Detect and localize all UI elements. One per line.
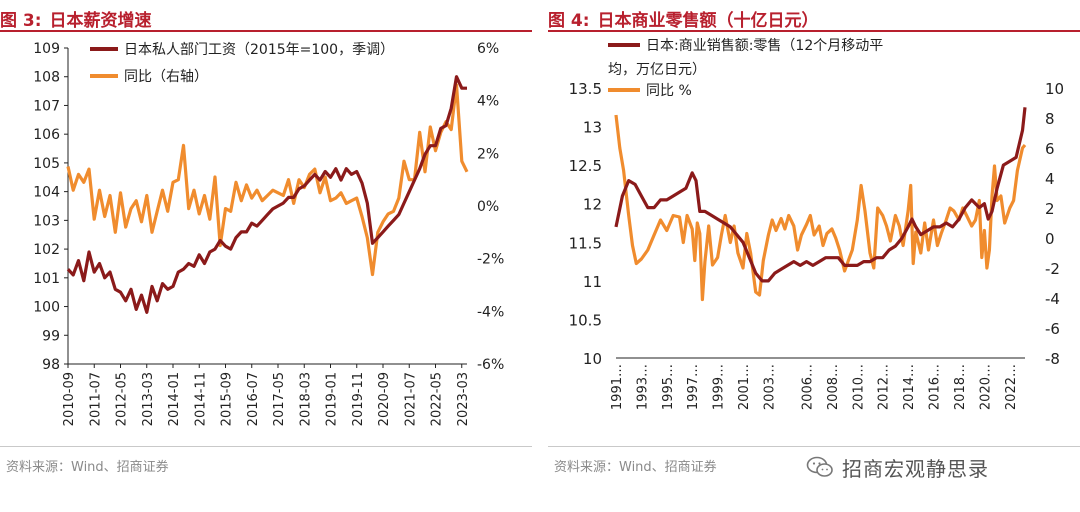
y-right-tick-label: -2% (477, 252, 504, 268)
y-left-tick-label: 13.5 (569, 80, 602, 98)
y-left-tick-label: 10.5 (569, 311, 602, 329)
y-right-tick-label: -2 (1045, 260, 1060, 278)
x-tick-label: 2018… (953, 364, 968, 410)
x-tick-label: 2019-01 (325, 372, 340, 426)
x-tick-label: 2010… (851, 364, 866, 410)
x-tick-label: 2017-05 (272, 372, 287, 426)
y-right-tick-label: 0 (1045, 230, 1055, 248)
x-tick-label: 2019-11 (351, 372, 366, 426)
y-left-tick-label: 12.5 (569, 157, 602, 175)
y-left-tick-label: 103 (33, 213, 60, 229)
series-yoy-line (614, 114, 1027, 302)
series-yoy-line (66, 83, 469, 277)
figure-3-number: 图 3: (0, 11, 42, 31)
title-divider (548, 30, 1080, 32)
figure-4-panel: 图 4: 日本商业零售额（十亿日元） 13.5 13 12.5 12 11.5 11 10.5… (548, 0, 1080, 512)
x-tick-label: 2014-01 (167, 372, 182, 426)
x-tick-label: 2016-07 (246, 372, 261, 426)
wechat-icon (806, 456, 833, 477)
x-tick-label: 2012-05 (115, 372, 130, 426)
x-tick-label: 1995… (661, 364, 676, 410)
y-left-tick-label: 108 (33, 70, 60, 86)
figure-4-number: 图 4: (548, 11, 590, 31)
figure-4-title-text: 日本商业零售额（十亿日元） (597, 11, 819, 31)
watermark: 招商宏观静思录 (806, 452, 989, 482)
series-wage-index-line (66, 75, 467, 314)
title-divider (0, 30, 532, 32)
figure-3-panel: 图 3: 日本薪资增速 109 108 107 106 105 104 103 102 101 10… (0, 0, 535, 512)
x-tick-label: 2018-03 (298, 372, 313, 426)
legend-label-retail-sales-line2: 均，万亿日元） (608, 62, 706, 78)
y-right-tick-label: 4% (477, 94, 499, 110)
x-tick-label: 2014… (902, 364, 917, 410)
x-tick-label: 2006… (801, 364, 816, 410)
retail-sales-chart: 13.5 13 12.5 12 11.5 11 10.5 10 10 8 6 4 2 0 -2 -4 -6 -8 1… (569, 38, 1065, 410)
y-right-tick-label: 10 (1045, 80, 1064, 98)
y-left-tick-label: 109 (33, 41, 60, 57)
y-left-tick-label: 99 (42, 328, 60, 344)
x-tick-label: 2003… (762, 364, 777, 410)
y-left-tick-label: 106 (33, 127, 60, 143)
x-tick-label: 2020… (978, 364, 993, 410)
x-tick-label: 2021-07 (403, 372, 418, 426)
x-tick-label: 2010-09 (62, 372, 77, 426)
y-left-tick-label: 12 (583, 196, 602, 214)
y-left-tick-label: 13 (583, 119, 602, 137)
y-left-tick-label: 102 (33, 242, 60, 258)
x-tick-label: 2023-03 (456, 372, 471, 426)
watermark-text: 招商宏观静思录 (842, 456, 989, 481)
x-tick-label: 1999… (712, 364, 727, 410)
x-tick-label: 1993… (635, 364, 650, 410)
legend-label-yoy: 同比 % (646, 83, 692, 99)
y-right-tick-label: 8 (1045, 110, 1055, 128)
x-tick-label: 2011-07 (88, 372, 103, 426)
x-tick-label: 2022… (1004, 364, 1019, 410)
y-right-tick-label: -8 (1045, 350, 1060, 368)
x-tick-label: 2001… (737, 364, 752, 410)
y-left-tick-label: 101 (33, 271, 60, 287)
x-tick-label: 2015-09 (220, 372, 235, 426)
y-left-tick-label: 105 (33, 156, 60, 172)
y-right-tick-label: 4 (1045, 170, 1055, 188)
x-tick-label: 2020-09 (377, 372, 392, 426)
x-tick-label: 2012… (877, 364, 892, 410)
x-tick-label: 2014-11 (193, 372, 208, 426)
x-tick-label: 2008… (826, 364, 841, 410)
y-right-tick-label: 6 (1045, 140, 1055, 158)
source-note: 资料来源：Wind、招商证券 (554, 460, 717, 475)
y-right-tick-label: 6% (477, 41, 499, 57)
figure-3-title-text: 日本薪资增速 (49, 11, 152, 31)
x-tick-label: 1991… (610, 364, 625, 410)
y-right-tick-label: -6 (1045, 320, 1060, 338)
legend-label-retail-sales-line1: 日本:商业销售额:零售（12个月移动平 (646, 38, 883, 54)
y-left-tick-label: 10 (583, 350, 602, 368)
y-right-tick-label: 2 (1045, 200, 1055, 218)
y-right-tick-label: -4 (1045, 290, 1060, 308)
y-left-tick-label: 100 (33, 300, 60, 316)
legend-label-yoy: 同比（右轴） (124, 69, 208, 85)
x-tick-label: 2022-05 (430, 372, 445, 426)
source-divider (548, 446, 1080, 447)
y-right-tick-label: -6% (477, 357, 504, 373)
y-left-tick-label: 104 (33, 185, 60, 201)
y-left-tick-label: 98 (42, 357, 60, 373)
y-right-tick-label: -4% (477, 304, 504, 320)
x-tick-label: 1997… (686, 364, 701, 410)
series-retail-sales-line (614, 107, 1027, 283)
y-right-tick-label: 2% (477, 146, 499, 162)
figure-4-title: 图 4: 日本商业零售额（十亿日元） (548, 6, 819, 31)
y-left-tick-label: 11 (583, 273, 602, 291)
source-note: 资料来源：Wind、招商证券 (6, 460, 169, 475)
wage-growth-chart: 109 108 107 106 105 104 103 102 101 100 99 98 6% 4% 2%… (33, 41, 504, 426)
legend-label-wage-index: 日本私人部门工资（2015年=100，季调） (124, 42, 394, 58)
y-right-tick-label: 0% (477, 199, 499, 215)
source-divider (0, 446, 532, 447)
x-tick-label: 2013-03 (141, 372, 156, 426)
figure-3-title: 图 3: 日本薪资增速 (0, 6, 152, 31)
y-left-tick-label: 107 (33, 98, 60, 114)
y-left-tick-label: 11.5 (569, 234, 602, 252)
x-tick-label: 2016… (928, 364, 943, 410)
